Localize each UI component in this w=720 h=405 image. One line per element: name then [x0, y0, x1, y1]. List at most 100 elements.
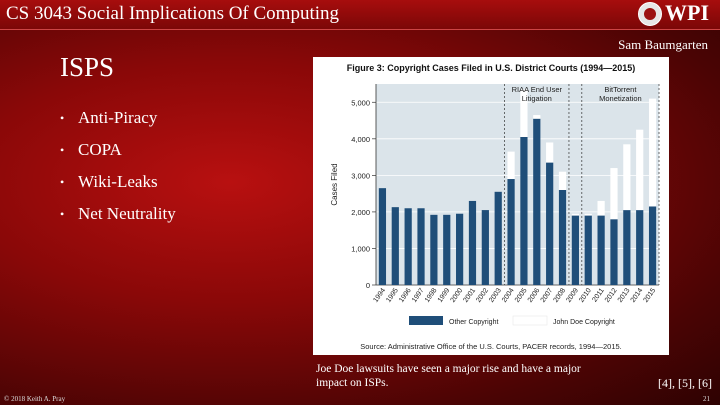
- bar-other-copyright: [558, 189, 567, 285]
- figure-caption: Joe Doe lawsuits have seen a major rise …: [316, 363, 581, 389]
- bullet-glyph: •: [60, 143, 65, 157]
- bar-other-copyright: [584, 215, 592, 285]
- x-tick-label: 2001: [462, 287, 477, 304]
- bar-other-copyright: [443, 214, 451, 285]
- page-number: 21: [703, 395, 710, 403]
- y-tick-label: 5,000: [351, 98, 370, 107]
- bar-john-doe-copyright: [584, 213, 592, 216]
- bar-other-copyright: [507, 179, 515, 285]
- x-tick-label: 2014: [630, 287, 645, 304]
- bar-other-copyright: [430, 214, 438, 285]
- bar-other-copyright: [571, 215, 579, 285]
- bullet-glyph: •: [60, 175, 65, 189]
- bar-other-copyright: [546, 162, 554, 285]
- bar-other-copyright: [404, 208, 412, 285]
- y-tick-label: 2,000: [351, 208, 370, 217]
- x-tick-label: 2003: [488, 287, 503, 304]
- header-bar: CS 3043 Social Implications Of Computing…: [0, 0, 720, 30]
- x-tick-label: 2015: [643, 287, 658, 304]
- y-tick-label: 4,000: [351, 135, 370, 144]
- annotation-label: Monetization: [599, 94, 642, 103]
- wpi-seal-icon: [638, 2, 662, 26]
- bar-other-copyright: [456, 213, 464, 285]
- copyright-notice: © 2018 Keith A. Pray: [4, 395, 66, 403]
- x-tick-label: 2007: [540, 287, 555, 304]
- legend-swatch-other: [409, 316, 443, 325]
- bar-john-doe-copyright: [533, 115, 541, 119]
- annotation-label: RIAA End User: [512, 85, 563, 94]
- x-tick-label: 2004: [501, 287, 516, 304]
- references: [4], [5], [6]: [658, 376, 712, 390]
- x-tick-label: 2006: [527, 287, 542, 304]
- bullet-list: • Anti-Piracy • COPA • Wiki-Leaks • Net Neut…: [58, 106, 176, 234]
- chart-title: Figure 3: Copyright Cases Filed in U.S. …: [347, 63, 636, 73]
- y-axis-label: Cases Filed: [330, 163, 339, 205]
- bar-other-copyright: [520, 136, 528, 285]
- bar-john-doe-copyright: [597, 200, 605, 216]
- x-tick-label: 1998: [424, 287, 439, 304]
- bar-other-copyright: [648, 206, 657, 285]
- x-tick-label: 1997: [411, 287, 426, 304]
- bar-john-doe-copyright: [546, 142, 554, 163]
- course-title: CS 3043 Social Implications Of Computing: [6, 3, 340, 24]
- y-tick-label: 3,000: [351, 171, 370, 180]
- bullet-glyph: •: [60, 111, 65, 125]
- x-tick-label: 2010: [578, 287, 593, 304]
- bar-chart: Figure 3: Copyright Cases Filed in U.S. …: [330, 63, 660, 351]
- y-tick-label: 0: [366, 281, 370, 290]
- x-tick-label: 2012: [604, 287, 619, 304]
- bar-other-copyright: [391, 207, 399, 285]
- x-tick-label: 1999: [437, 287, 452, 304]
- bar-john-doe-copyright: [610, 168, 618, 220]
- bullet-text: Net Neutrality: [78, 204, 176, 223]
- slide-title: ISPS: [60, 52, 115, 82]
- bullet-text: Anti-Piracy: [78, 108, 158, 127]
- bar-other-copyright: [378, 188, 387, 285]
- bar-john-doe-copyright: [571, 213, 579, 216]
- x-tick-label: 1996: [398, 287, 413, 304]
- legend-swatch-john-doe: [512, 315, 548, 326]
- bar-other-copyright: [597, 215, 605, 285]
- x-tick-label: 2009: [565, 287, 580, 304]
- x-tick-label: 1995: [385, 287, 400, 304]
- bullet-item: • Wiki-Leaks: [58, 170, 176, 202]
- wpi-logo: WPI: [638, 0, 720, 26]
- author-name: Sam Baumgarten: [618, 37, 708, 52]
- bullet-item: • Net Neutrality: [58, 202, 176, 234]
- bullet-item: • Anti-Piracy: [58, 106, 176, 138]
- bar-other-copyright: [417, 208, 425, 285]
- bar-other-copyright: [636, 210, 644, 285]
- legend-label-john-doe: John Doe Copyright: [553, 319, 615, 326]
- x-tick-label: 1994: [372, 287, 387, 304]
- annotation-label: Litigation: [522, 94, 552, 103]
- x-tick-label: 2008: [552, 287, 567, 304]
- bar-john-doe-copyright: [520, 89, 528, 137]
- x-tick-label: 2013: [617, 287, 632, 304]
- bar-other-copyright: [468, 200, 477, 285]
- bar-other-copyright: [494, 191, 502, 285]
- x-tick-label: 2005: [514, 287, 529, 304]
- x-tick-label: 2011: [591, 287, 605, 303]
- wpi-logo-text: WPI: [665, 0, 709, 25]
- bar-other-copyright: [481, 210, 489, 285]
- bar-john-doe-copyright: [648, 98, 657, 207]
- annotation-label: BitTorrent: [604, 85, 637, 94]
- bullet-item: • COPA: [58, 138, 176, 170]
- chart-figure: Figure 3: Copyright Cases Filed in U.S. …: [313, 57, 669, 355]
- x-tick-label: 2000: [450, 287, 465, 304]
- bar-other-copyright: [533, 118, 541, 285]
- legend-label-other: Other Copyright: [449, 319, 498, 326]
- bar-john-doe-copyright: [623, 144, 631, 211]
- bar-other-copyright: [623, 210, 631, 285]
- y-tick-label: 1,000: [351, 244, 370, 253]
- bar-other-copyright: [610, 219, 618, 285]
- bar-john-doe-copyright: [636, 129, 644, 211]
- bullet-text: Wiki-Leaks: [78, 172, 158, 191]
- bar-john-doe-copyright: [507, 151, 515, 180]
- x-tick-label: 2002: [475, 287, 490, 304]
- bullet-glyph: •: [60, 207, 65, 221]
- bar-john-doe-copyright: [558, 171, 567, 190]
- bullet-text: COPA: [78, 140, 122, 159]
- chart-source: Source: Administrative Office of the U.S…: [360, 342, 622, 351]
